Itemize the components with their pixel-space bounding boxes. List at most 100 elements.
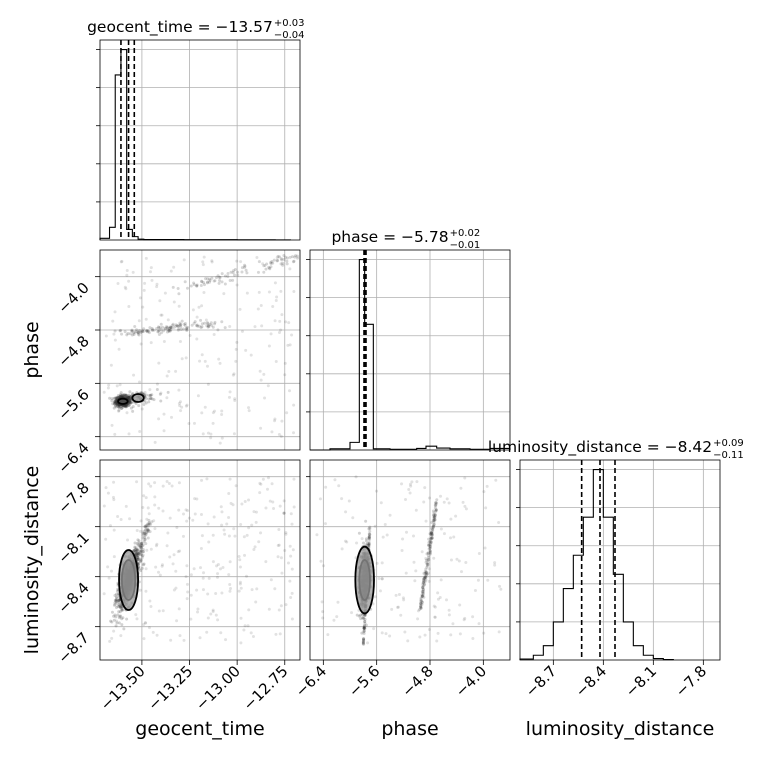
sample-point-2-2-56 [424,571,428,575]
sample-point-0-4-192 [165,396,169,400]
sample-point-1-0-415 [119,606,123,610]
sample-point-0-0-261 [124,393,128,397]
sample-point-0-3-13 [263,264,267,268]
sample-point-0-3-27 [217,281,221,285]
sample-point-0-1-59 [121,393,125,397]
sample-point-2-3-67 [497,520,501,524]
sample-point-1-2-97 [222,528,226,532]
sample-point-0-1-3 [130,392,134,396]
sample-point-0-3-62 [214,276,218,280]
sample-point-0-4-142 [196,394,200,398]
sample-point-1-2-217 [142,494,146,498]
sample-point-0-0-194 [124,393,128,397]
sample-point-1-2-3 [144,567,148,571]
sample-point-2-2-27 [432,523,436,527]
sample-point-2-0-596 [361,541,365,545]
sample-point-2-2-98 [425,565,429,569]
sample-point-1-2-9 [185,519,189,523]
sample-point-0-4-26 [292,290,296,294]
sample-point-0-4-45 [257,290,261,294]
sample-point-1-0-442 [142,550,146,554]
sample-point-0-1-49 [144,397,148,401]
sample-point-2-2-95 [424,560,428,564]
sample-point-2-2-67 [431,518,435,522]
sample-point-0-0-384 [127,395,131,399]
sample-point-0-4-37 [267,344,271,348]
sample-point-0-1-18 [137,404,141,408]
sample-point-1-0-538 [114,592,118,596]
sample-point-0-4-47 [217,357,221,361]
title-minus-geocent_time: −0.04 [274,30,305,41]
sample-point-0-3-82 [296,256,300,260]
sample-point-2-1-0 [362,629,366,633]
sample-point-0-4-107 [118,383,122,387]
sample-point-1-0-325 [112,618,116,622]
sample-point-1-2-203 [289,512,293,516]
sample-point-0-1-32 [147,397,151,401]
sample-point-2-2-142 [420,595,424,599]
sample-point-0-1-36 [128,390,132,394]
sample-point-0-4-102 [178,404,182,408]
sample-point-0-4-63 [228,325,232,329]
sample-point-0-3-85 [216,274,220,278]
sample-point-0-4-68 [231,373,235,377]
xtick-label-geocent_time-2: −13.00 [192,662,244,714]
sample-point-2-2-102 [424,570,428,574]
sample-point-1-2-230 [160,563,164,567]
sample-point-2-2-73 [426,559,430,563]
sample-point-1-2-49 [211,608,215,612]
sample-point-1-2-240 [144,621,148,625]
sample-point-0-3-88 [210,276,214,280]
sample-point-1-2-63 [205,630,209,634]
sample-point-0-4-40 [290,333,294,337]
sample-point-2-2-28 [423,577,427,581]
hist-panel-phase: phase = −5.78 +0.02−0.01 [306,228,511,451]
sample-point-0-3-71 [291,260,295,264]
sample-point-1-1-62 [144,532,148,536]
sample-point-0-3-72 [218,278,222,282]
sample-point-0-4-48 [153,440,157,444]
sample-point-2-3-56 [400,482,404,486]
sample-point-2-2-146 [422,577,426,581]
sample-point-0-1-71 [155,388,159,392]
sample-point-0-2-104 [216,328,220,332]
sample-point-0-1-58 [134,402,138,406]
sample-point-1-0-226 [113,613,117,617]
sample-point-0-4-150 [258,369,262,373]
sample-point-2-2-108 [422,579,426,583]
sample-point-2-3-24 [324,485,328,489]
sample-point-0-4-27 [162,429,166,433]
sample-point-0-0-490 [123,393,127,397]
sample-point-0-2-72 [120,332,124,336]
sample-point-0-4-183 [179,409,183,413]
sample-point-0-2-59 [125,333,129,337]
sample-point-0-3-58 [199,283,203,287]
sample-point-2-2-140 [424,573,428,577]
sample-point-1-2-191 [155,633,159,637]
sample-point-1-0-174 [117,603,121,607]
sample-point-0-4-117 [275,295,279,299]
sample-point-0-4-165 [279,434,283,438]
sample-point-0-3-20 [276,254,280,258]
sample-point-0-1-57 [143,399,147,403]
sample-point-1-2-207 [112,528,116,532]
sample-point-1-2-218 [149,604,153,608]
sample-point-1-0-86 [118,603,122,607]
sample-point-1-2-135 [135,529,139,533]
xtick-label-luminosity_distance-3: −7.8 [672,662,710,700]
sample-point-0-0-20 [125,404,129,408]
sample-point-1-2-149 [153,503,157,507]
sample-point-1-2-161 [102,592,106,596]
sample-point-2-3-25 [485,484,489,488]
sample-point-2-2-75 [434,502,438,506]
sample-point-1-1-36 [144,524,148,528]
sample-point-0-2-50 [146,329,150,333]
sample-point-1-2-189 [245,533,249,537]
sample-point-1-2-30 [202,571,206,575]
sample-point-0-3-45 [294,254,298,258]
sample-point-0-3-53 [290,255,294,259]
sample-point-1-0-431 [141,550,145,554]
sample-point-2-2-88 [418,605,422,609]
sample-point-0-4-159 [131,270,135,274]
sample-point-2-3-75 [493,563,497,567]
